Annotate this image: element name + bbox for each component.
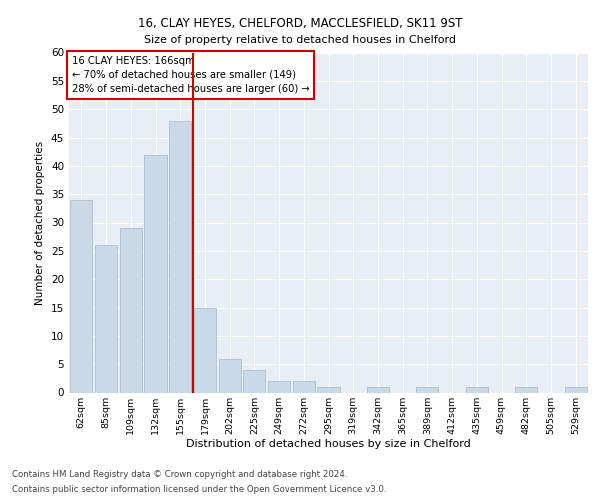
Text: Contains HM Land Registry data © Crown copyright and database right 2024.: Contains HM Land Registry data © Crown c… xyxy=(12,470,347,479)
Text: Contains public sector information licensed under the Open Government Licence v3: Contains public sector information licen… xyxy=(12,485,386,494)
Bar xyxy=(367,387,389,392)
Bar xyxy=(243,370,265,392)
Bar xyxy=(416,387,439,392)
Text: Size of property relative to detached houses in Chelford: Size of property relative to detached ho… xyxy=(144,35,456,45)
Bar xyxy=(169,120,191,392)
X-axis label: Distribution of detached houses by size in Chelford: Distribution of detached houses by size … xyxy=(186,439,471,449)
Bar xyxy=(293,381,315,392)
Bar xyxy=(466,387,488,392)
Bar xyxy=(218,358,241,392)
Bar xyxy=(515,387,538,392)
Bar xyxy=(95,245,117,392)
Bar xyxy=(565,387,587,392)
Text: 16 CLAY HEYES: 166sqm
← 70% of detached houses are smaller (149)
28% of semi-det: 16 CLAY HEYES: 166sqm ← 70% of detached … xyxy=(71,56,310,94)
Bar xyxy=(268,381,290,392)
Y-axis label: Number of detached properties: Number of detached properties xyxy=(35,140,46,304)
Bar xyxy=(317,387,340,392)
Bar xyxy=(119,228,142,392)
Bar xyxy=(194,308,216,392)
Bar xyxy=(70,200,92,392)
Bar xyxy=(145,154,167,392)
Text: 16, CLAY HEYES, CHELFORD, MACCLESFIELD, SK11 9ST: 16, CLAY HEYES, CHELFORD, MACCLESFIELD, … xyxy=(138,18,462,30)
